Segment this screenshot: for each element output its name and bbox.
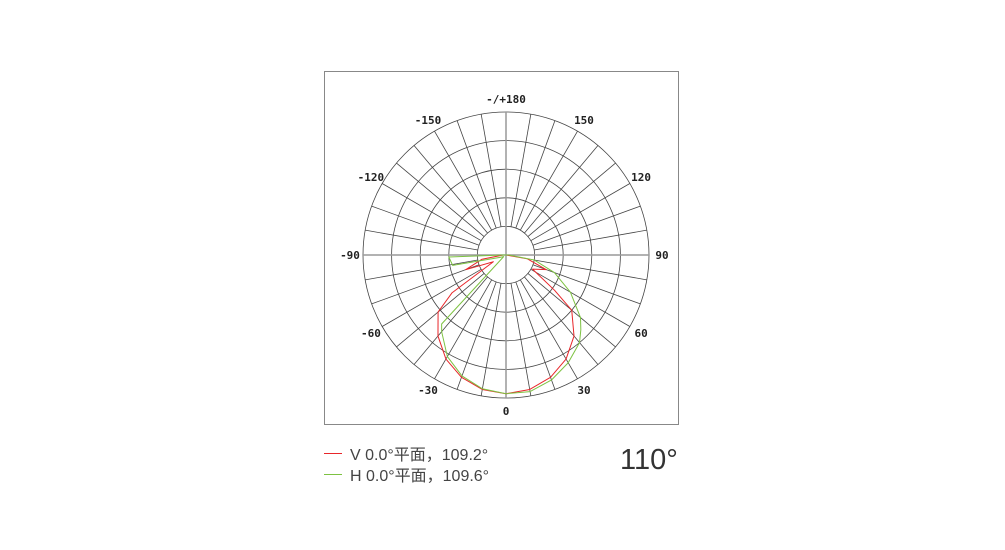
grid-spoke (434, 279, 493, 380)
angle-tick-label: 90 (655, 249, 668, 262)
grid-spoke (524, 276, 599, 365)
beam-angle-value: 110° (620, 444, 678, 476)
grid-spoke (371, 264, 480, 305)
grid-spoke (456, 120, 497, 229)
grid-spoke (480, 114, 502, 227)
chart-frame (324, 71, 679, 425)
angle-tick-label: -30 (418, 384, 438, 397)
grid-spoke (413, 276, 488, 365)
grid-spoke (371, 205, 480, 246)
grid-spoke (519, 130, 578, 231)
grid-spoke (510, 114, 532, 227)
grid-spoke (365, 229, 478, 251)
grid-spoke (396, 162, 485, 237)
grid-spoke (515, 281, 556, 390)
grid-spoke (524, 145, 599, 234)
grid-spoke (381, 268, 482, 327)
grid-spoke (515, 120, 556, 229)
angle-tick-label: 150 (574, 114, 594, 127)
angle-tick-label: -150 (415, 114, 442, 127)
grid-spoke (534, 259, 647, 281)
angle-tick-label: -60 (361, 327, 381, 340)
legend-item-v: V 0.0°平面，109.2° (324, 441, 488, 465)
angle-tick-label: 120 (631, 171, 651, 184)
angle-tick-label: 30 (577, 384, 590, 397)
grid-spoke (527, 162, 616, 237)
legend-swatch-v (324, 452, 342, 454)
grid-spoke (396, 273, 485, 348)
grid-spoke (530, 268, 631, 327)
legend-label-v: V 0.0°平面，109.2° (350, 447, 489, 464)
angle-tick-labels: -/+180 150 -150 120 -120 90 -90 60 -60 30 -30 0 (340, 93, 669, 418)
grid-spoke (434, 130, 493, 231)
legend-label-h: H 0.0°平面，109.6° (350, 468, 490, 485)
grid-spoke (480, 283, 502, 396)
angle-tick-label: 60 (634, 327, 647, 340)
polar-grid (362, 111, 650, 399)
legend-swatch-h (324, 473, 342, 475)
grid-spoke (532, 205, 641, 246)
angle-tick-label: -/+180 (486, 93, 526, 106)
grid-spoke (532, 264, 641, 305)
legend-item-h: H 0.0°平面，109.6° (324, 462, 489, 486)
series-curves (437, 254, 582, 395)
angle-tick-label: -120 (358, 171, 385, 184)
series-line-h (441, 254, 582, 395)
angle-tick-label: -90 (340, 249, 360, 262)
grid-spoke (534, 229, 647, 251)
grid-spoke (456, 281, 497, 390)
grid-spoke (365, 259, 478, 281)
angle-tick-label: 0 (503, 405, 510, 418)
grid-spoke (530, 183, 631, 242)
grid-spoke (381, 183, 482, 242)
grid-spoke (510, 283, 532, 396)
grid-spoke (413, 145, 488, 234)
